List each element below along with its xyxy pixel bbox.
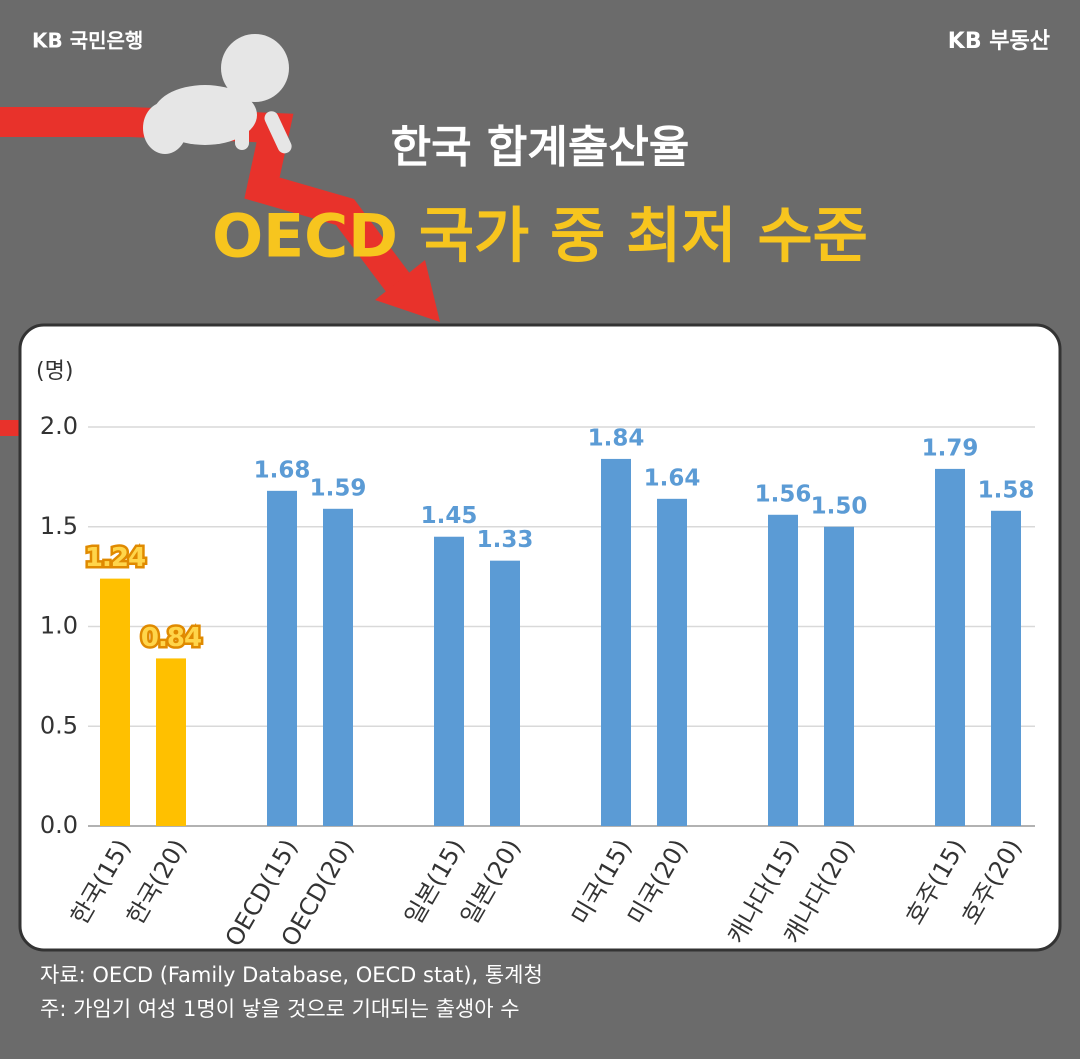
y-tick-label: 1.5 — [40, 512, 78, 540]
value-label: 1.68 — [254, 457, 311, 483]
value-label: 1.59 — [310, 475, 367, 501]
arrow-head — [375, 260, 440, 322]
value-label: 1.33 — [477, 527, 534, 553]
brand: KB 부동산 — [948, 29, 1050, 54]
title: 한국 합계출산율 — [391, 122, 690, 173]
bar — [768, 514, 798, 826]
y-tick-label: 2.0 — [40, 412, 78, 440]
note: 주: 가임기 여성 1명이 낳을 것으로 기대되는 출생아 수 — [40, 997, 520, 1021]
bar — [434, 536, 464, 826]
arrow-fragment — [0, 420, 22, 436]
bar — [267, 490, 297, 826]
bar — [935, 468, 965, 826]
y-unit: (명) — [36, 359, 73, 384]
y-tick-label: 0.5 — [40, 711, 78, 739]
value-label: 1.56 — [755, 481, 812, 507]
value-label: 1.84 — [588, 425, 645, 451]
bar — [824, 526, 854, 826]
baby-silhouette — [143, 34, 292, 154]
bar — [490, 560, 520, 826]
y-tick-label: 1.0 — [40, 612, 78, 640]
bar — [100, 578, 130, 826]
bar — [156, 658, 186, 826]
value-label: 1.24 — [85, 543, 145, 573]
value-label: 1.58 — [978, 477, 1035, 503]
value-label: 1.79 — [922, 435, 979, 461]
red-arrow — [0, 107, 417, 301]
y-tick-label: 0.0 — [40, 811, 78, 839]
logo: KB 국민은행 — [32, 29, 143, 53]
bar — [601, 458, 631, 826]
value-label: 0.84 — [141, 623, 201, 653]
note: 자료: OECD (Family Database, OECD stat), 통… — [40, 963, 543, 987]
value-label: 1.50 — [811, 493, 868, 519]
subtitle: OECD 국가 중 최저 수준 — [212, 202, 868, 272]
bar — [323, 508, 353, 826]
value-label: 1.64 — [644, 465, 701, 491]
value-label: 1.45 — [421, 503, 478, 529]
bar — [991, 510, 1021, 826]
bar — [657, 498, 687, 826]
